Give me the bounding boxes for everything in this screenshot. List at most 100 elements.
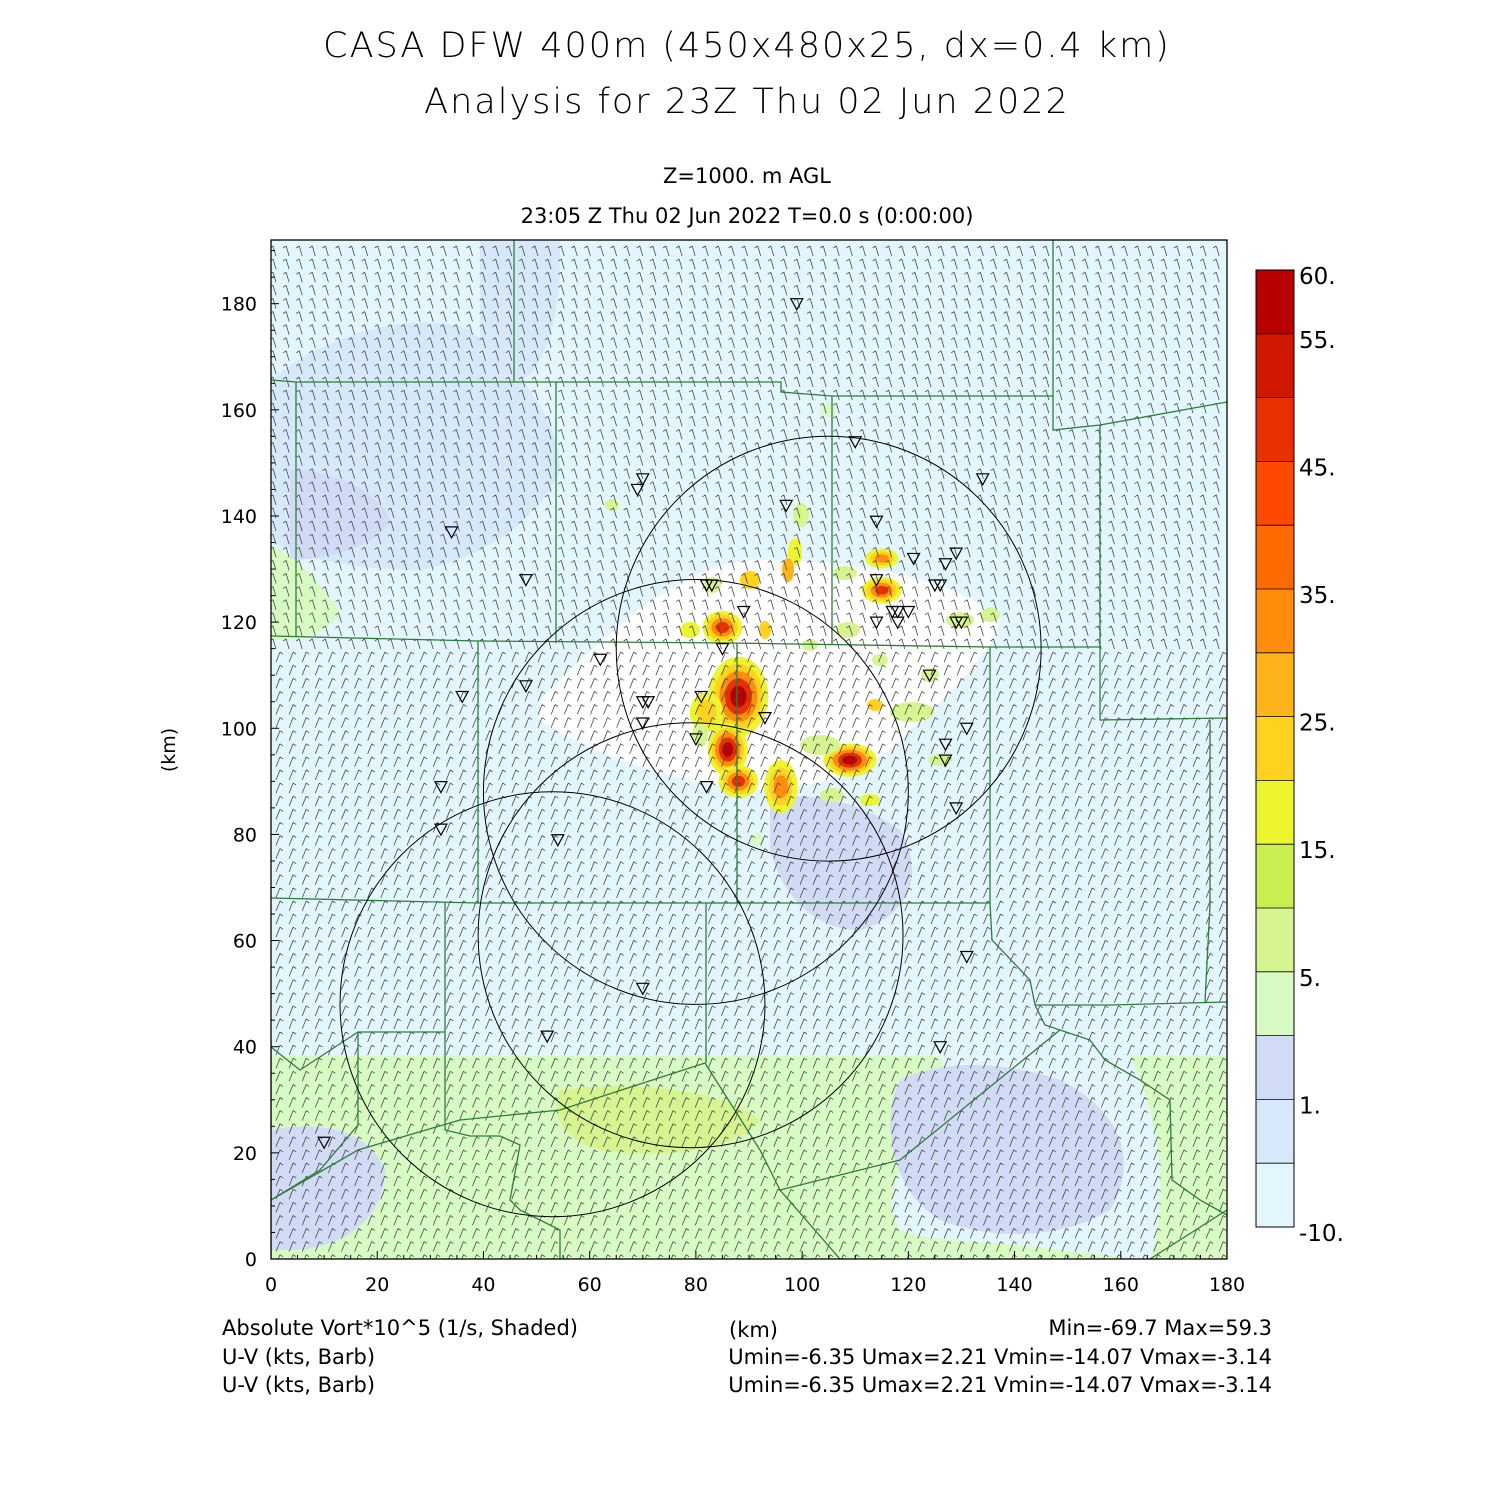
vorticity-maxima: [689, 548, 902, 814]
station-marker: [757, 712, 772, 725]
valid-time-label: 23:05 Z Thu 02 Jun 2022 T=0.0 s (0:00:00…: [520, 204, 974, 228]
colorbar-label: 45.: [1299, 455, 1336, 481]
station-marker: [593, 653, 608, 667]
x-tick-label: 180: [1209, 1274, 1245, 1296]
station-marker: [635, 982, 650, 996]
station-marker: [518, 680, 533, 694]
barb-field-stats-2: Umin=-6.35 Umax=2.21 Vmin=-14.07 Vmax=-3…: [728, 1373, 1272, 1397]
station-marker: [635, 473, 650, 487]
station-marker: [922, 669, 937, 683]
colorbar-labels: 60. 55. 45. 35. 25. 15. 5. 1. -10.: [1299, 264, 1344, 1247]
county-boundaries: [271, 240, 1227, 1259]
colorbar-segment: [1256, 333, 1294, 399]
colorbar-segment: [1256, 844, 1294, 909]
y-tick-label: 180: [221, 294, 257, 316]
x-tick-label: 60: [578, 1274, 602, 1296]
station-marker: [694, 690, 709, 704]
colorbar-segment: [1256, 1099, 1294, 1164]
vorticity-contour: [731, 775, 746, 787]
station-marker: [699, 781, 714, 794]
station-marker: [975, 473, 990, 487]
station-marker: [959, 722, 974, 736]
y-axis-label: (km): [158, 728, 180, 772]
colorbar-label: 35.: [1299, 583, 1336, 609]
colorbar-label: 60.: [1299, 264, 1336, 290]
station-marker: [906, 552, 921, 566]
barb-field-label-1: U-V (kts, Barb): [222, 1345, 376, 1369]
station-marker: [715, 643, 730, 656]
y-tick-label: 120: [221, 612, 257, 634]
colorbar-segment: [1256, 908, 1294, 973]
x-axis-label: (km): [729, 1318, 779, 1342]
y-tick-label: 60: [233, 931, 257, 953]
vorticity-contour: [773, 775, 788, 799]
y-tick-label: 40: [233, 1037, 257, 1059]
y-tick-label: 160: [221, 400, 257, 422]
station-marker: [635, 717, 650, 731]
station-marker: [789, 298, 804, 311]
station-marker: [959, 950, 974, 964]
station-marker: [518, 574, 533, 587]
vorticity-contour: [730, 685, 747, 708]
vorticity-contour: [842, 755, 858, 765]
colorbar-segment: [1256, 652, 1294, 718]
station-marker: [938, 558, 953, 571]
colorbar-segment: [1256, 397, 1294, 462]
colorbar-segment: [1256, 589, 1294, 654]
range-ring: [477, 722, 904, 1149]
y-tick-label: 100: [221, 718, 257, 740]
station-marker: [641, 696, 656, 709]
station-marker: [736, 605, 751, 619]
y-tick-label: 140: [221, 506, 257, 528]
x-tick-label: 20: [365, 1274, 389, 1296]
y-axis-ticks: 0 20 40 60 80 100 120 140 160 180: [221, 250, 279, 1271]
station-marker: [455, 690, 470, 704]
station-marker: [848, 436, 863, 449]
station-markers: [317, 298, 990, 1150]
x-axis-ticks: 0 20 40 60 80 100 120 140 160 180: [265, 1251, 1245, 1296]
range-ring: [482, 579, 909, 1005]
x-tick-label: 100: [784, 1274, 820, 1296]
station-marker: [949, 616, 964, 630]
field-description: Absolute Vort*10^5 (1/s, Shaded): [222, 1316, 578, 1340]
x-tick-label: 0: [265, 1274, 277, 1296]
station-marker: [938, 738, 953, 752]
plot-title-line2: Analysis for 23Z Thu 02 Jun 2022: [424, 82, 1070, 122]
colorbar-label: 1.: [1299, 1093, 1321, 1119]
y-tick-label: 0: [245, 1249, 257, 1271]
station-marker: [704, 579, 719, 593]
station-marker: [779, 499, 794, 513]
colorbar-segment: [1256, 716, 1294, 781]
colorbar-segment: [1256, 1035, 1294, 1100]
station-marker: [540, 1030, 555, 1044]
station-marker: [688, 733, 703, 747]
station-marker: [890, 605, 905, 619]
colorbar-label: 15.: [1299, 838, 1336, 864]
station-marker: [949, 802, 964, 816]
barb-field-stats-1: Umin=-6.35 Umax=2.21 Vmin=-14.07 Vmax=-3…: [728, 1345, 1272, 1369]
colorbar-segment: [1256, 971, 1294, 1037]
station-marker: [433, 823, 448, 837]
station-marker: [933, 579, 948, 593]
station-marker: [869, 515, 884, 529]
station-marker: [630, 483, 645, 497]
vorticity-small-cells: [605, 403, 1000, 846]
colorbar: [1256, 270, 1294, 1228]
station-marker: [949, 547, 964, 561]
colorbar-segment: [1256, 461, 1294, 526]
station-marker: [317, 1136, 332, 1150]
station-marker: [890, 616, 905, 630]
vorticity-contour: [875, 585, 889, 595]
colorbar-label: -10.: [1299, 1221, 1344, 1247]
x-tick-label: 80: [684, 1274, 708, 1296]
x-tick-label: 140: [996, 1274, 1032, 1296]
vorticity-shading: [271, 240, 1227, 1259]
vorticity-contour: [722, 742, 734, 757]
colorbar-segment: [1256, 1163, 1294, 1228]
range-ring: [615, 435, 1042, 862]
vorticity-contour: [696, 700, 717, 725]
field-minmax: Min=-69.7 Max=59.3: [1048, 1316, 1272, 1340]
colorbar-segment: [1256, 780, 1294, 845]
colorbar-segment: [1256, 270, 1294, 335]
x-tick-label: 40: [471, 1274, 495, 1296]
